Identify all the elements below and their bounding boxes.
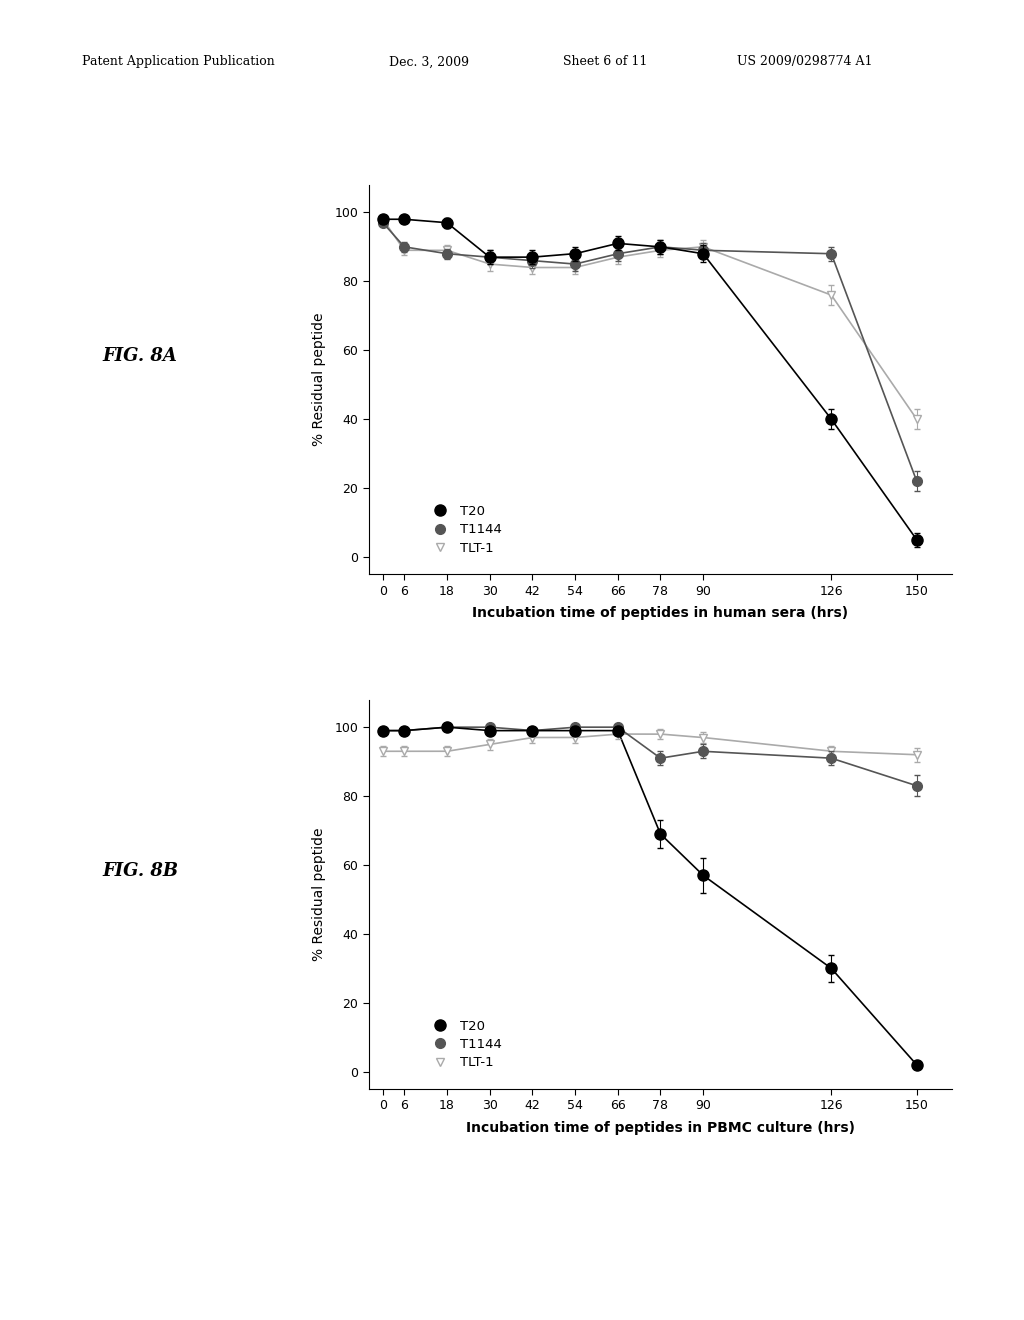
T20 (654, 239, 667, 255)
T1144 (526, 722, 539, 738)
T20 (697, 867, 710, 883)
TLT-1 (377, 743, 389, 759)
T1144 (611, 246, 624, 261)
T20 (569, 246, 582, 261)
Text: FIG. 8A: FIG. 8A (102, 347, 177, 366)
T20 (569, 722, 582, 738)
TLT-1 (611, 726, 624, 742)
TLT-1 (569, 260, 582, 276)
TLT-1 (398, 243, 411, 259)
TLT-1 (483, 256, 496, 272)
T1144 (910, 777, 923, 793)
TLT-1 (910, 412, 923, 428)
T1144 (440, 246, 453, 261)
T1144 (569, 719, 582, 735)
T1144 (377, 722, 389, 738)
T20 (526, 722, 539, 738)
TLT-1 (377, 211, 389, 227)
T20 (611, 722, 624, 738)
T20 (654, 826, 667, 842)
T1144 (483, 249, 496, 265)
T20 (483, 249, 496, 265)
Line: TLT-1: TLT-1 (379, 215, 921, 424)
T20 (398, 722, 411, 738)
TLT-1 (398, 743, 411, 759)
T1144 (569, 256, 582, 272)
T1144 (910, 474, 923, 490)
T1144 (398, 239, 411, 255)
TLT-1 (526, 730, 539, 746)
X-axis label: Incubation time of peptides in PBMC culture (hrs): Incubation time of peptides in PBMC cult… (466, 1121, 855, 1135)
Y-axis label: % Residual peptide: % Residual peptide (312, 313, 326, 446)
T1144 (697, 243, 710, 259)
T20 (398, 211, 411, 227)
T1144 (825, 246, 838, 261)
T20 (825, 412, 838, 428)
T20 (526, 249, 539, 265)
T1144 (377, 215, 389, 231)
T20 (910, 1057, 923, 1073)
T1144 (654, 239, 667, 255)
Line: T1144: T1144 (378, 722, 922, 791)
Line: TLT-1: TLT-1 (379, 730, 921, 759)
TLT-1 (654, 726, 667, 742)
T20 (377, 722, 389, 738)
Text: Sheet 6 of 11: Sheet 6 of 11 (563, 55, 647, 69)
TLT-1 (611, 249, 624, 265)
T1144 (398, 722, 411, 738)
TLT-1 (910, 747, 923, 763)
TLT-1 (440, 743, 453, 759)
TLT-1 (825, 288, 838, 304)
Legend: T20, T1144, TLT-1: T20, T1144, TLT-1 (422, 500, 507, 560)
TLT-1 (697, 730, 710, 746)
TLT-1 (483, 737, 496, 752)
Text: FIG. 8B: FIG. 8B (102, 862, 178, 880)
T1144 (483, 719, 496, 735)
T20 (825, 961, 838, 977)
Y-axis label: % Residual peptide: % Residual peptide (312, 828, 326, 961)
T1144 (440, 719, 453, 735)
Text: Patent Application Publication: Patent Application Publication (82, 55, 274, 69)
T1144 (526, 252, 539, 268)
Line: T20: T20 (377, 214, 923, 545)
TLT-1 (569, 730, 582, 746)
T1144 (654, 750, 667, 766)
Legend: T20, T1144, TLT-1: T20, T1144, TLT-1 (422, 1015, 507, 1074)
TLT-1 (526, 260, 539, 276)
T1144 (697, 743, 710, 759)
Line: T1144: T1144 (378, 218, 922, 486)
X-axis label: Incubation time of peptides in human sera (hrs): Incubation time of peptides in human ser… (472, 606, 849, 620)
Line: T20: T20 (377, 722, 923, 1071)
TLT-1 (825, 743, 838, 759)
T1144 (611, 719, 624, 735)
Text: Dec. 3, 2009: Dec. 3, 2009 (389, 55, 469, 69)
T20 (697, 246, 710, 261)
Text: US 2009/0298774 A1: US 2009/0298774 A1 (737, 55, 872, 69)
T20 (483, 722, 496, 738)
TLT-1 (697, 239, 710, 255)
T20 (377, 211, 389, 227)
T20 (440, 215, 453, 231)
TLT-1 (654, 243, 667, 259)
T1144 (825, 750, 838, 766)
TLT-1 (440, 243, 453, 259)
T20 (440, 719, 453, 735)
T20 (910, 532, 923, 548)
T20 (611, 235, 624, 251)
